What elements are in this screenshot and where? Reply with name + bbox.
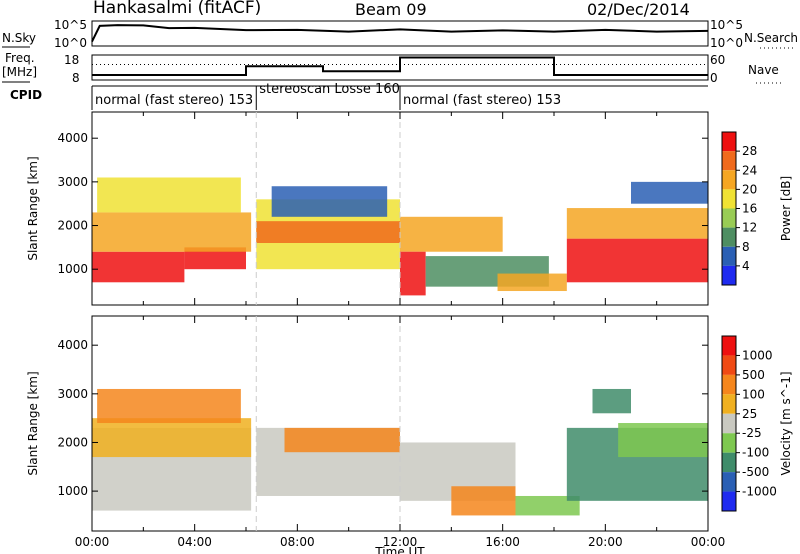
velocity-data-band bbox=[618, 423, 708, 458]
velocity-colorbar-label: Velocity [m s^-1] bbox=[779, 371, 793, 475]
power-ylabel: Slant Range [km] bbox=[26, 156, 40, 260]
velocity-colorbar-tick-label: -25 bbox=[742, 426, 762, 440]
noise-right-label: N.Search bbox=[744, 31, 798, 45]
power-data-band bbox=[566, 238, 708, 283]
velocity-colorbar-swatch bbox=[722, 355, 736, 375]
velocity-colorbar-frame bbox=[721, 335, 737, 512]
station-title: Hankasalmi (fitACF) bbox=[93, 0, 262, 18]
noise-left-label: N.Sky bbox=[2, 31, 36, 45]
freq-right-tick: 0 bbox=[710, 71, 718, 85]
power-data-band bbox=[271, 186, 388, 217]
noise-series-line bbox=[91, 24, 709, 43]
velocity-ytick-label: 1000 bbox=[57, 484, 88, 498]
power-ytick-label: 3000 bbox=[57, 175, 88, 189]
power-data-band bbox=[92, 251, 185, 283]
power-data-band bbox=[184, 247, 246, 270]
freq-left-tick: 8 bbox=[72, 71, 80, 85]
time-tick-label: 08:00 bbox=[280, 535, 315, 549]
freq-left-tick: 18 bbox=[64, 53, 79, 67]
cpid-segment-label: normal (fast stereo) 153 bbox=[403, 93, 561, 108]
velocity-colorbar-swatch bbox=[722, 452, 736, 473]
time-tick-label: 00:00 bbox=[691, 535, 726, 549]
velocity-colorbar-swatch bbox=[722, 374, 736, 395]
noise-right-tick: 10^5 bbox=[710, 18, 743, 32]
power-data-band bbox=[400, 251, 426, 296]
freq-right-tick: 60 bbox=[710, 53, 725, 67]
velocity-colorbar-swatch bbox=[722, 413, 736, 434]
velocity-data-band bbox=[284, 427, 400, 453]
velocity-ytick-label: 4000 bbox=[57, 338, 88, 352]
beam-title: Beam 09 bbox=[355, 0, 427, 19]
power-colorbar-swatch bbox=[722, 170, 736, 190]
velocity-data-band bbox=[97, 388, 241, 424]
freq-left-unit: [MHz] bbox=[2, 65, 37, 79]
velocity-ylabel: Slant Range [km] bbox=[26, 371, 40, 475]
time-tick-label: 20:00 bbox=[588, 535, 623, 549]
date-title: 02/Dec/2014 bbox=[587, 0, 690, 19]
freq-right-label: Nave bbox=[748, 63, 779, 77]
velocity-colorbar-tick-label: -500 bbox=[742, 465, 769, 479]
power-data-band bbox=[631, 181, 708, 204]
velocity-colorbar-tick-label: 1000 bbox=[742, 348, 773, 362]
cpid-label: CPID bbox=[10, 88, 42, 102]
velocity-colorbar-tick-label: -1000 bbox=[742, 485, 777, 499]
time-axis-label: Time UT bbox=[374, 545, 425, 554]
power-ytick-label: 4000 bbox=[57, 131, 88, 145]
noise-left-tick: 10^0 bbox=[54, 36, 87, 50]
noise-panel-frame bbox=[91, 20, 709, 47]
power-colorbar-swatch bbox=[722, 265, 736, 285]
time-tick-label: 16:00 bbox=[485, 535, 520, 549]
freq-panel-frame bbox=[91, 54, 709, 81]
power-data-band bbox=[400, 216, 503, 252]
power-colorbar-tick-label: 8 bbox=[742, 240, 750, 254]
power-data-band bbox=[256, 221, 400, 243]
velocity-colorbar-tick-label: 100 bbox=[742, 387, 765, 401]
velocity-data-band bbox=[451, 486, 516, 516]
velocity-colorbar-swatch bbox=[722, 336, 736, 356]
power-colorbar-label: Power [dB] bbox=[779, 176, 793, 241]
power-colorbar-tick-label: 20 bbox=[742, 182, 757, 196]
time-tick-label: 12:00 bbox=[383, 535, 418, 549]
velocity-data-band bbox=[92, 418, 252, 458]
power-data-band bbox=[97, 177, 241, 213]
velocity-colorbar-swatch bbox=[722, 491, 736, 511]
power-colorbar-swatch bbox=[722, 208, 736, 228]
velocity-data-band bbox=[515, 495, 580, 516]
power-colorbar-swatch bbox=[722, 189, 736, 209]
velocity-colorbar-swatch bbox=[722, 394, 736, 414]
velocity-colorbar-swatch bbox=[722, 472, 736, 492]
power-colorbar-tick-label: 16 bbox=[742, 202, 757, 216]
power-colorbar-swatch bbox=[722, 132, 736, 152]
power-colorbar-swatch bbox=[722, 151, 736, 171]
power-data-band bbox=[92, 212, 252, 252]
power-ytick-label: 1000 bbox=[57, 262, 88, 276]
power-colorbar-tick-label: 28 bbox=[742, 144, 757, 158]
power-colorbar-tick-label: 4 bbox=[742, 259, 750, 273]
time-tick-label: 04:00 bbox=[177, 535, 212, 549]
velocity-ytick-label: 3000 bbox=[57, 387, 88, 401]
velocity-colorbar-tick-label: 25 bbox=[742, 407, 757, 421]
cpid-segment-label: normal (fast stereo) 153 bbox=[95, 93, 253, 108]
velocity-colorbar-swatch bbox=[722, 433, 736, 453]
noise-right-tick: 10^0 bbox=[710, 36, 743, 50]
cpid-segment-label: stereoscan Losse 160 bbox=[259, 82, 400, 97]
velocity-colorbar-tick-label: 500 bbox=[742, 368, 765, 382]
velocity-ytick-label: 2000 bbox=[57, 435, 88, 449]
power-data-band bbox=[497, 273, 567, 292]
time-tick-label: 00:00 bbox=[75, 535, 110, 549]
power-ytick-label: 2000 bbox=[57, 219, 88, 233]
freq-left-label: Freq. bbox=[5, 51, 35, 65]
power-colorbar-tick-label: 24 bbox=[742, 163, 757, 177]
velocity-data-band bbox=[592, 388, 631, 414]
noise-left-tick: 10^5 bbox=[54, 18, 87, 32]
freq-series-line bbox=[92, 56, 708, 76]
power-colorbar-swatch bbox=[722, 227, 736, 247]
power-colorbar-swatch bbox=[722, 246, 736, 266]
power-colorbar-tick-label: 12 bbox=[742, 221, 757, 235]
velocity-colorbar-tick-label: -100 bbox=[742, 446, 769, 460]
power-data-band bbox=[566, 208, 708, 239]
